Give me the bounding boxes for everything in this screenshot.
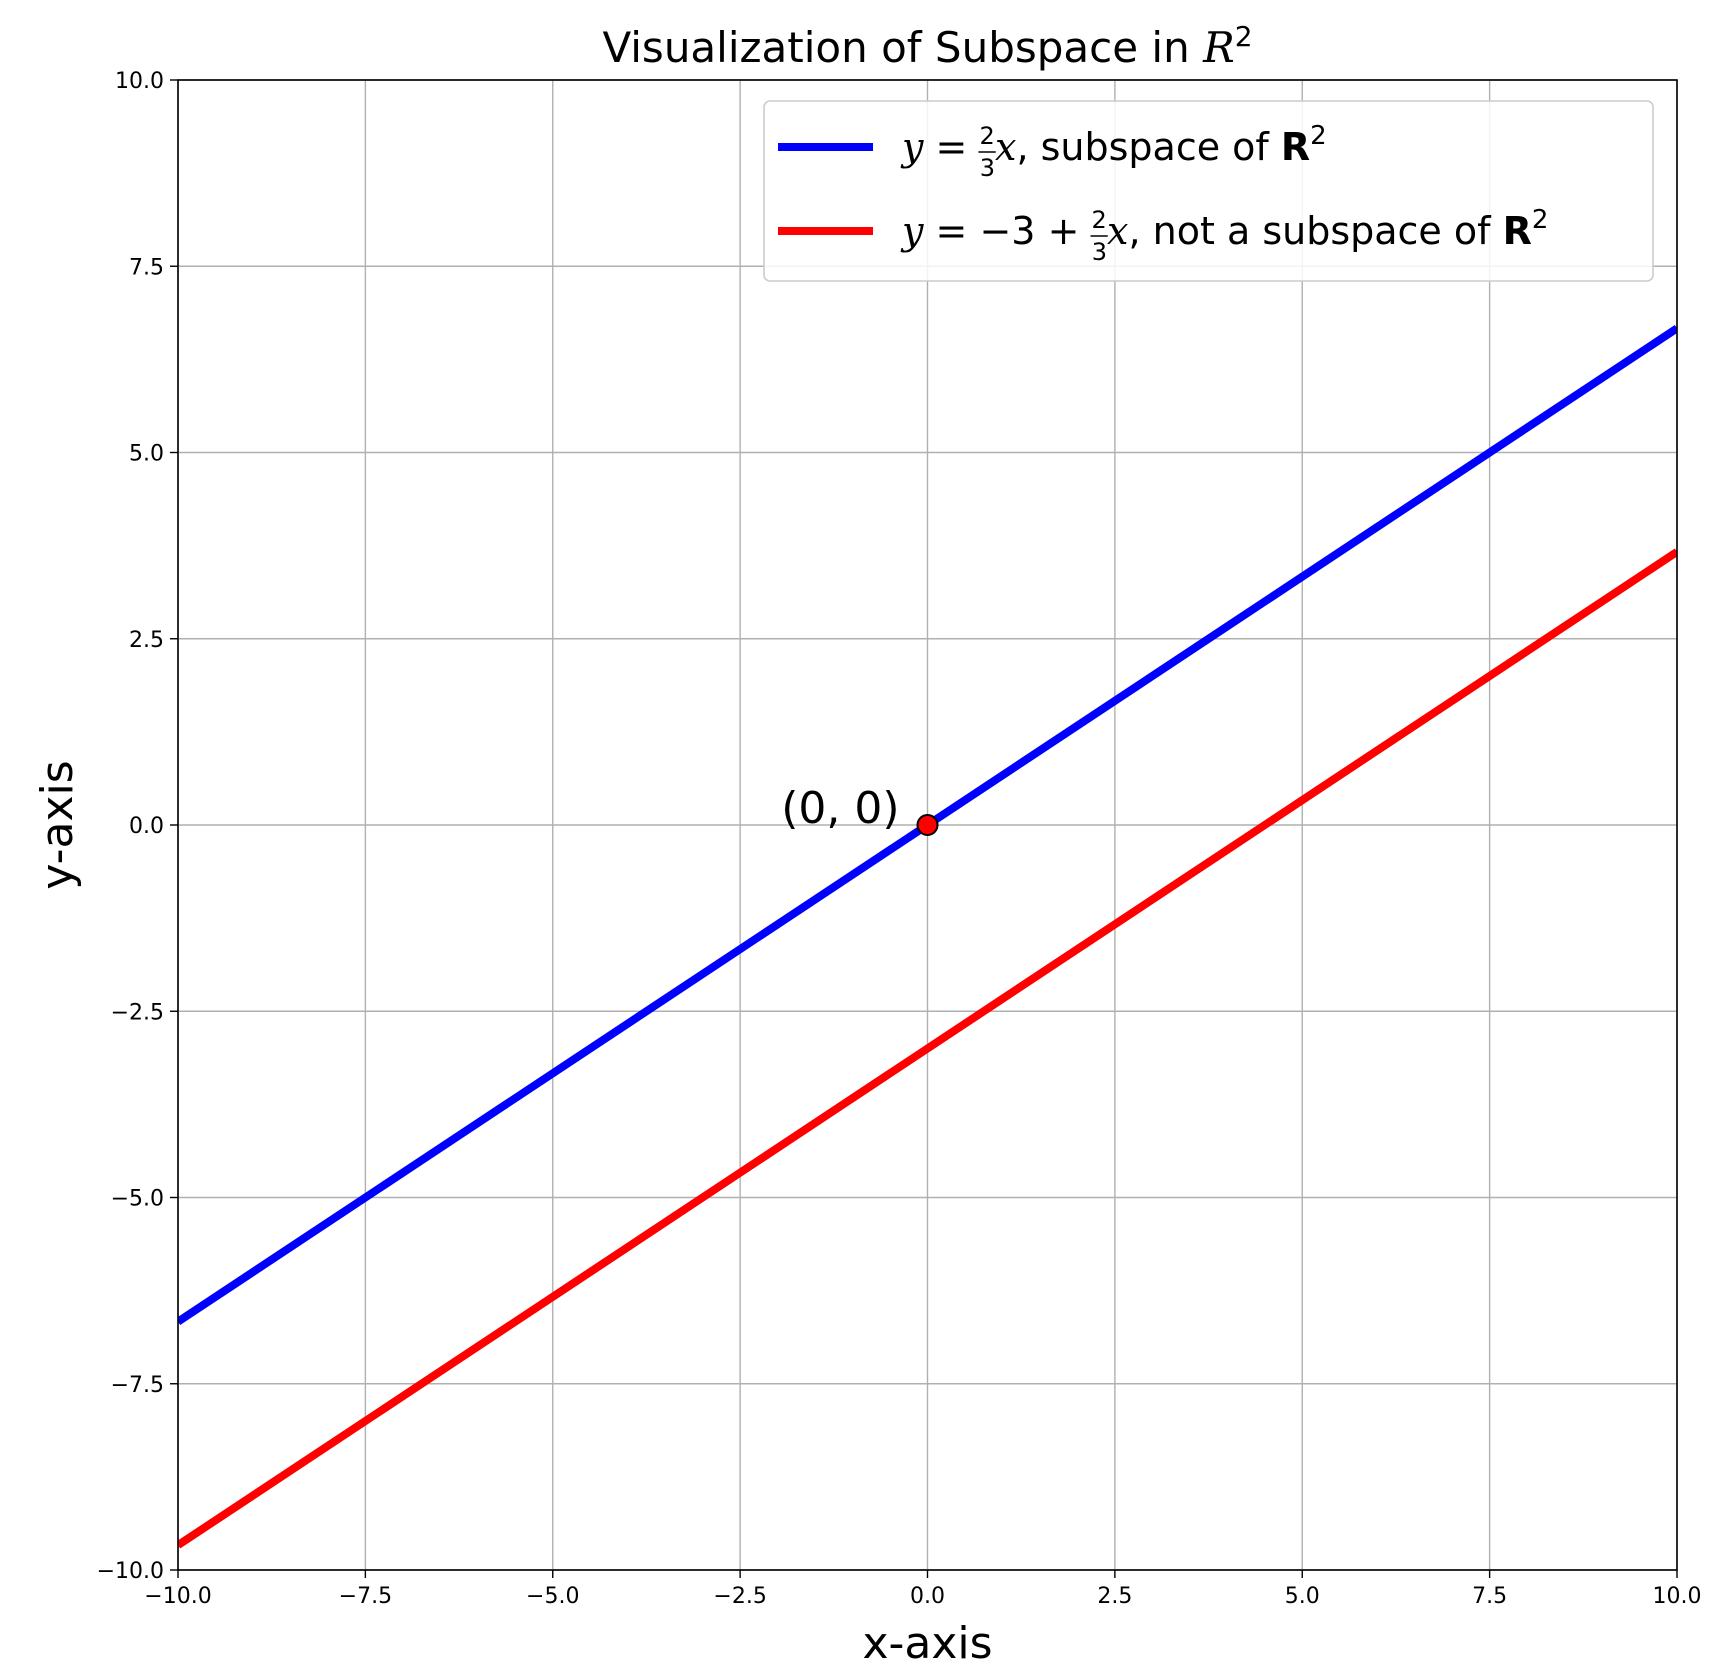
origin-point-label: (0, 0) (781, 783, 899, 834)
legend-constant: −3 + (979, 209, 1091, 253)
x-axis-title: x-axis (862, 1618, 992, 1669)
legend-variable: x (1107, 209, 1128, 253)
legend: y = 2 3x, subspace of R2y = −3 + 2 3x, not… (763, 100, 1654, 282)
legend-lhs: y (900, 125, 924, 169)
legend-equals: = (923, 125, 979, 169)
y-tick-label: 0.0 (129, 814, 164, 839)
plot-points: (0, 0) (781, 783, 939, 836)
x-tick-label: −7.5 (339, 1584, 392, 1609)
y-tick-label: 7.5 (129, 255, 164, 280)
legend-superscript: 2 (1310, 121, 1327, 151)
chart-title-symbol: R (1202, 23, 1235, 72)
x-tick-label: 10.0 (1653, 1584, 1702, 1609)
series-line-1 (178, 548, 1677, 1549)
x-tick-label: 7.5 (1472, 1584, 1507, 1609)
chart-title-superscript: 2 (1235, 20, 1253, 53)
y-tick-label: −5.0 (111, 1187, 164, 1212)
legend-fraction-numerator: 2 (1091, 206, 1106, 234)
origin-point-marker (916, 814, 939, 836)
x-axis-ticks: −10.0 −7.5 −5.0 −2.5 0.0 2.5 5.0 7.5 10.0 (144, 1570, 1701, 1609)
chart-title: Visualization of Subspace in R2 (602, 20, 1252, 72)
y-tick-label: −2.5 (111, 1000, 164, 1025)
y-tick-label: 10.0 (115, 69, 164, 94)
y-tick-label: −10.0 (97, 1559, 164, 1584)
legend-text: , not a subspace of (1128, 209, 1502, 253)
x-tick-label: −2.5 (713, 1584, 766, 1609)
y-tick-label: −7.5 (111, 1373, 164, 1398)
legend-superscript: 2 (1532, 205, 1549, 235)
legend-bold-symbol: R (1503, 209, 1532, 253)
legend-text: , subspace of (1016, 125, 1280, 169)
y-tick-label: 2.5 (129, 628, 164, 653)
x-tick-label: −10.0 (144, 1584, 211, 1609)
legend-lhs: y (900, 209, 924, 253)
legend-equals: = (923, 209, 979, 253)
x-tick-label: −5.0 (526, 1584, 579, 1609)
x-tick-label: 0.0 (910, 1584, 945, 1609)
chart-title-prefix: Visualization of Subspace in (602, 23, 1203, 72)
legend-fraction-denominator: 3 (980, 154, 995, 182)
y-axis-title: y-axis (32, 760, 83, 889)
y-axis-ticks: −10.0 −7.5 −5.0 −2.5 0.0 2.5 5.0 7.5 10.0 (97, 69, 178, 1584)
legend-box (763, 100, 1654, 282)
legend-fraction-denominator: 3 (1092, 238, 1107, 266)
legend-variable: x (995, 125, 1016, 169)
legend-label-1: y = −3 + 2 3x, not a subspace of R2 (900, 205, 1548, 266)
legend-bold-symbol: R (1281, 125, 1310, 169)
y-tick-label: 5.0 (129, 442, 164, 467)
legend-label-0: y = 2 3x, subspace of R2 (900, 121, 1327, 182)
x-tick-label: 2.5 (1097, 1584, 1132, 1609)
legend-fraction-numerator: 2 (979, 122, 994, 150)
x-tick-label: 5.0 (1285, 1584, 1320, 1609)
